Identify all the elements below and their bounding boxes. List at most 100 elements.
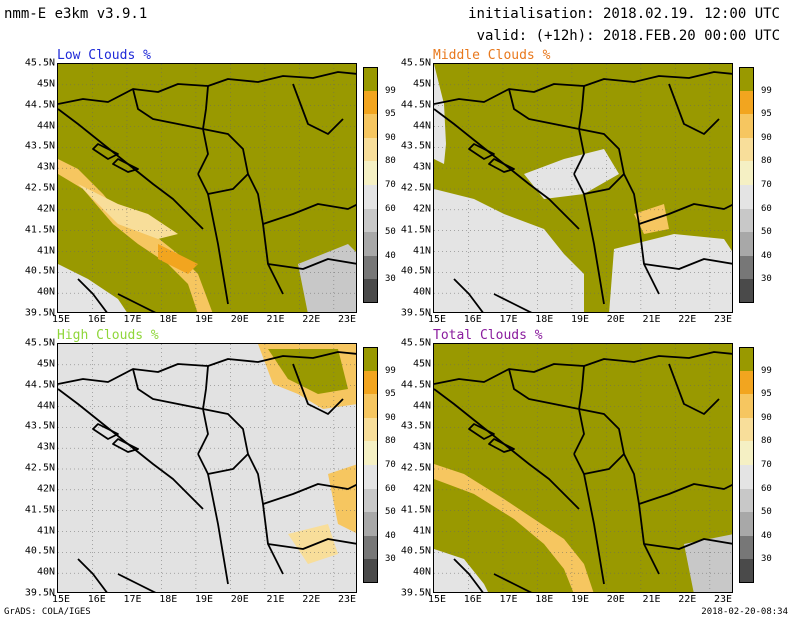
longitude-axis: 15E 16E 17E 18E 19E 20E 21E 22E 23E xyxy=(52,594,357,608)
colorbar-swatch xyxy=(363,417,378,442)
latitude-tick-label: 42N xyxy=(412,203,431,215)
latitude-tick-label: 39.5N xyxy=(24,587,55,599)
border-line xyxy=(112,158,139,173)
latitude-tick-label: 45N xyxy=(36,358,55,370)
border-line xyxy=(578,365,585,410)
panel-high-clouds: High Clouds % 45.5N 45N 44.5N 44N 43.5N 43N 42… xyxy=(25,328,396,605)
panel-title-middle: Middle Clouds % xyxy=(433,48,551,63)
border-line xyxy=(202,365,209,410)
longitude-tick-label: 18E xyxy=(535,314,554,325)
latitude-tick-label: 43.5N xyxy=(24,420,55,432)
colorbar-label: 90 xyxy=(385,132,396,143)
longitude-tick-label: 16E xyxy=(463,594,482,605)
colorbar-swatch xyxy=(363,535,378,560)
longitude-tick-label: 16E xyxy=(463,314,482,325)
initialisation-time: initialisation: 2018.02.19. 12:00 UTC xyxy=(468,6,780,22)
colorbar-label: 80 xyxy=(761,156,772,167)
latitude-tick-label: 40.5N xyxy=(400,545,431,557)
colorbar-swatch xyxy=(739,488,754,513)
border-line xyxy=(58,108,204,230)
border-line xyxy=(453,558,484,592)
cloud-map-high xyxy=(58,344,356,592)
colorbar-label: 80 xyxy=(761,436,772,447)
colorbar-swatch xyxy=(363,559,378,584)
footer-timestamp: 2018-02-20-08:34 xyxy=(701,607,788,617)
longitude-tick-label: 23E xyxy=(337,594,357,605)
colorbar-label: 90 xyxy=(761,132,772,143)
colorbar-label: 99 xyxy=(761,85,772,96)
border-line xyxy=(262,203,356,225)
longitude-tick-label: 18E xyxy=(535,594,554,605)
colorbar-swatch xyxy=(739,559,754,584)
latitude-tick-label: 45N xyxy=(412,78,431,90)
latitude-tick-label: 45N xyxy=(412,358,431,370)
map-low-clouds xyxy=(57,63,357,313)
colorbar-label: 95 xyxy=(761,109,772,120)
border-line xyxy=(58,388,204,510)
latitude-axis: 45.5N 45N 44.5N 44N 43.5N 43N 42.5N 42N 41.5N 41N… xyxy=(381,338,431,599)
latitude-tick-label: 39.5N xyxy=(24,307,55,319)
longitude-tick-label: 15E xyxy=(51,314,71,325)
colorbar-label: 60 xyxy=(385,483,396,494)
colorbar-label: 70 xyxy=(761,460,772,470)
colorbar-swatch xyxy=(363,465,378,490)
latitude-tick-label: 44N xyxy=(412,120,431,131)
panel-title-total: Total Clouds % xyxy=(433,328,543,343)
colorbar-swatch xyxy=(739,441,754,466)
border-line xyxy=(207,473,229,585)
colorbar-swatch xyxy=(739,535,754,560)
border-line xyxy=(488,158,515,173)
border-line xyxy=(668,363,720,415)
colorbar: 99 95 90 80 70 60 50 40 30 xyxy=(363,67,405,304)
border-line xyxy=(493,293,533,312)
longitude-tick-label: 18E xyxy=(159,594,178,605)
colorbar-label: 30 xyxy=(385,274,396,285)
colorbar-label: 30 xyxy=(761,274,772,285)
latitude-tick-label: 45.5N xyxy=(400,337,431,349)
colorbar-label: 60 xyxy=(385,203,396,214)
colorbar-label: 50 xyxy=(385,227,396,238)
border-line xyxy=(292,83,344,135)
longitude-axis: 15E 16E 17E 18E 19E 20E 21E 22E 23E xyxy=(428,594,733,608)
latitude-tick-label: 45.5N xyxy=(24,57,55,69)
panel-title-low: Low Clouds % xyxy=(57,48,151,63)
colorbar-swatch xyxy=(363,137,378,162)
longitude-tick-label: 15E xyxy=(427,594,447,605)
border-line xyxy=(638,203,732,225)
longitude-tick-label: 15E xyxy=(427,314,447,325)
longitude-tick-label: 22E xyxy=(302,314,321,325)
map-high-clouds xyxy=(57,343,357,593)
latitude-tick-label: 39.5N xyxy=(400,307,431,319)
colorbar-swatch xyxy=(739,161,754,186)
colorbar-swatch xyxy=(363,488,378,513)
border-line xyxy=(583,193,605,305)
longitude-tick-label: 21E xyxy=(642,314,661,325)
colorbar-swatch xyxy=(363,441,378,466)
colorbar-swatch xyxy=(363,67,378,92)
colorbar-label: 95 xyxy=(761,389,772,400)
longitude-tick-label: 18E xyxy=(159,314,178,325)
valid-time: valid: (+12h): 2018.FEB.20 00:00 UTC xyxy=(476,28,780,44)
latitude-tick-label: 44N xyxy=(36,120,55,131)
longitude-tick-label: 22E xyxy=(678,594,697,605)
colorbar-swatch xyxy=(363,394,378,419)
colorbar: 99 95 90 80 70 60 50 40 30 xyxy=(363,347,405,584)
colorbar-label: 50 xyxy=(761,227,772,238)
colorbar-swatch xyxy=(363,90,378,115)
border-line xyxy=(583,473,605,585)
latitude-tick-label: 42.5N xyxy=(24,462,55,474)
colorbar-swatch xyxy=(739,347,754,372)
latitude-tick-label: 43N xyxy=(412,441,431,453)
border-line xyxy=(434,388,580,510)
latitude-tick-label: 43N xyxy=(36,161,55,173)
colorbar-swatch xyxy=(363,279,378,304)
border-line xyxy=(112,438,139,453)
colorbar-label: 95 xyxy=(385,109,396,120)
longitude-axis: 15E 16E 17E 18E 19E 20E 21E 22E 23E xyxy=(428,314,733,328)
longitude-tick-label: 20E xyxy=(606,594,625,605)
latitude-tick-label: 40N xyxy=(36,286,55,298)
colorbar-swatch xyxy=(739,90,754,115)
latitude-tick-label: 40.5N xyxy=(24,265,55,277)
border-line xyxy=(643,538,732,550)
border-line xyxy=(668,83,720,135)
